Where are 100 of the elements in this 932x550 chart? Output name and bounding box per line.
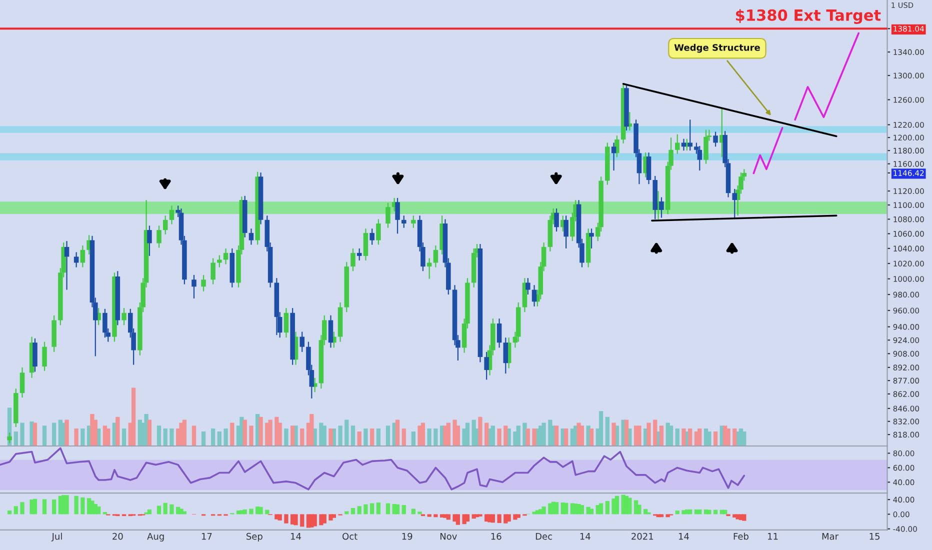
bar	[312, 514, 317, 526]
bar	[490, 426, 495, 446]
candlestick	[674, 134, 680, 154]
bar	[580, 426, 584, 446]
bar	[242, 420, 247, 446]
bar	[268, 420, 272, 446]
bar	[211, 428, 216, 446]
bar	[434, 428, 438, 446]
bar	[350, 508, 356, 514]
candlestick	[162, 215, 168, 235]
bar	[395, 420, 400, 446]
bar	[542, 422, 546, 446]
candlestick	[363, 228, 368, 262]
bar	[589, 428, 594, 446]
bar	[163, 502, 168, 514]
candlestick	[697, 145, 702, 172]
candlestick	[646, 152, 652, 185]
bar	[300, 428, 304, 446]
bar	[420, 422, 426, 446]
bar	[170, 504, 174, 514]
bar	[74, 496, 78, 514]
candlestick	[42, 341, 47, 372]
bar	[564, 428, 568, 446]
candlestick	[401, 215, 406, 228]
bar	[284, 514, 288, 524]
bar	[628, 498, 632, 514]
bar	[370, 428, 374, 446]
bar	[605, 501, 610, 514]
bar	[698, 428, 702, 446]
bar	[217, 431, 222, 446]
bar	[637, 504, 642, 514]
bar	[506, 514, 511, 522]
bar	[434, 514, 438, 518]
bar	[427, 514, 432, 517]
candlestick	[589, 228, 594, 249]
bar	[675, 510, 680, 514]
x-tick-label: 15	[870, 533, 880, 540]
bar	[170, 428, 174, 446]
bar	[322, 514, 326, 524]
candlestick	[704, 129, 708, 164]
bar	[564, 502, 568, 514]
bar	[624, 420, 629, 446]
bar	[32, 422, 38, 446]
bar	[478, 416, 482, 446]
candlestick	[356, 248, 362, 262]
bar	[386, 426, 390, 446]
candlestick	[210, 258, 216, 285]
candlestick	[284, 308, 289, 338]
bar	[357, 506, 362, 514]
bar	[402, 505, 406, 514]
bar	[249, 426, 254, 446]
bar	[332, 514, 336, 518]
bar	[598, 411, 604, 446]
bar	[526, 428, 530, 446]
bar	[659, 514, 664, 518]
bar	[646, 422, 651, 446]
candlestick	[80, 244, 86, 268]
candlestick	[433, 244, 438, 268]
x-tick-label: Feb	[734, 532, 748, 540]
ref-line-label: $1380 Ext Target	[736, 9, 881, 24]
candlestick	[713, 131, 718, 148]
bar	[456, 514, 460, 525]
bar	[376, 502, 381, 514]
bar	[242, 509, 247, 514]
bar	[402, 428, 406, 446]
x-tick-label: 14	[678, 533, 689, 540]
bar	[376, 428, 381, 446]
bar	[163, 428, 168, 446]
candlestick	[732, 188, 737, 218]
candlestick	[147, 225, 152, 256]
bar	[742, 431, 746, 446]
x-tick-label: Jul	[51, 532, 62, 542]
bar	[224, 428, 228, 446]
bar	[364, 428, 368, 446]
candlestick	[526, 278, 530, 296]
x-tick-label: 14	[291, 533, 301, 540]
candlestick	[248, 228, 254, 246]
bar	[580, 505, 584, 514]
bar	[7, 510, 12, 514]
x-tick-label: 16	[491, 532, 502, 540]
bar	[542, 506, 546, 514]
bar	[682, 428, 686, 446]
bar	[278, 514, 282, 520]
bar	[14, 431, 18, 446]
bar	[465, 422, 470, 446]
candlestick	[32, 338, 38, 372]
bar	[554, 426, 559, 446]
bar	[338, 426, 342, 446]
bar	[122, 428, 126, 446]
bar	[80, 497, 85, 514]
bar	[418, 512, 422, 514]
annotation: Wedge Structure	[674, 44, 760, 53]
bar	[284, 428, 288, 446]
candlestick	[102, 308, 108, 338]
bar	[698, 509, 702, 514]
bar	[344, 420, 349, 446]
bar	[350, 426, 356, 446]
bar	[294, 514, 298, 526]
bar	[484, 422, 489, 446]
candlestick	[122, 308, 126, 326]
